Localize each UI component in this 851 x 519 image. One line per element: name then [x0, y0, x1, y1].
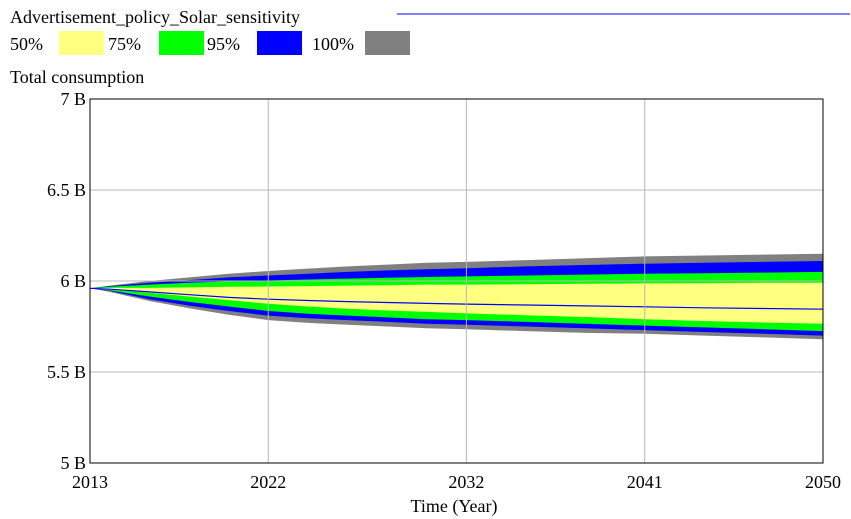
x-axis-label: Time (Year)	[410, 496, 497, 517]
y-tick-label: 5 B	[60, 453, 86, 473]
y-tick-label: 6.5 B	[47, 180, 86, 200]
legend-label: 100%	[312, 34, 354, 54]
series-lines	[89, 287, 824, 310]
legend-label: 95%	[207, 34, 240, 54]
legend-swatch	[59, 31, 104, 55]
legend-label: 50%	[10, 34, 43, 54]
legend-swatch	[365, 31, 410, 55]
x-tick-label: 2050	[805, 472, 841, 492]
x-axis-ticks: 2013 2022 2032 2041 2050	[72, 472, 841, 492]
plot-frame	[89, 98, 824, 464]
legend-swatch	[159, 31, 204, 55]
x-tick-label: 2022	[250, 472, 286, 492]
series-line-0	[89, 287, 824, 310]
y-tick-label: 6 B	[60, 271, 86, 291]
gridlines	[90, 99, 823, 463]
legend: 50% 75% 95% 100%	[10, 31, 410, 55]
y-axis-ticks: 5 B 5.5 B 6 B 6.5 B 7 B	[47, 89, 86, 473]
x-tick-label: 2013	[72, 472, 108, 492]
confidence-bands	[90, 253, 823, 340]
plot-area	[89, 98, 824, 464]
legend-swatch	[257, 31, 302, 55]
band-50pct	[90, 282, 823, 324]
chart-subtitle: Total consumption	[10, 67, 144, 87]
x-tick-label: 2041	[627, 472, 663, 492]
legend-label: 75%	[108, 34, 141, 54]
y-tick-label: 7 B	[60, 89, 86, 109]
y-tick-label: 5.5 B	[47, 362, 86, 382]
x-tick-label: 2032	[448, 472, 484, 492]
chart-title: Advertisement_policy_Solar_sensitivity	[10, 7, 300, 27]
